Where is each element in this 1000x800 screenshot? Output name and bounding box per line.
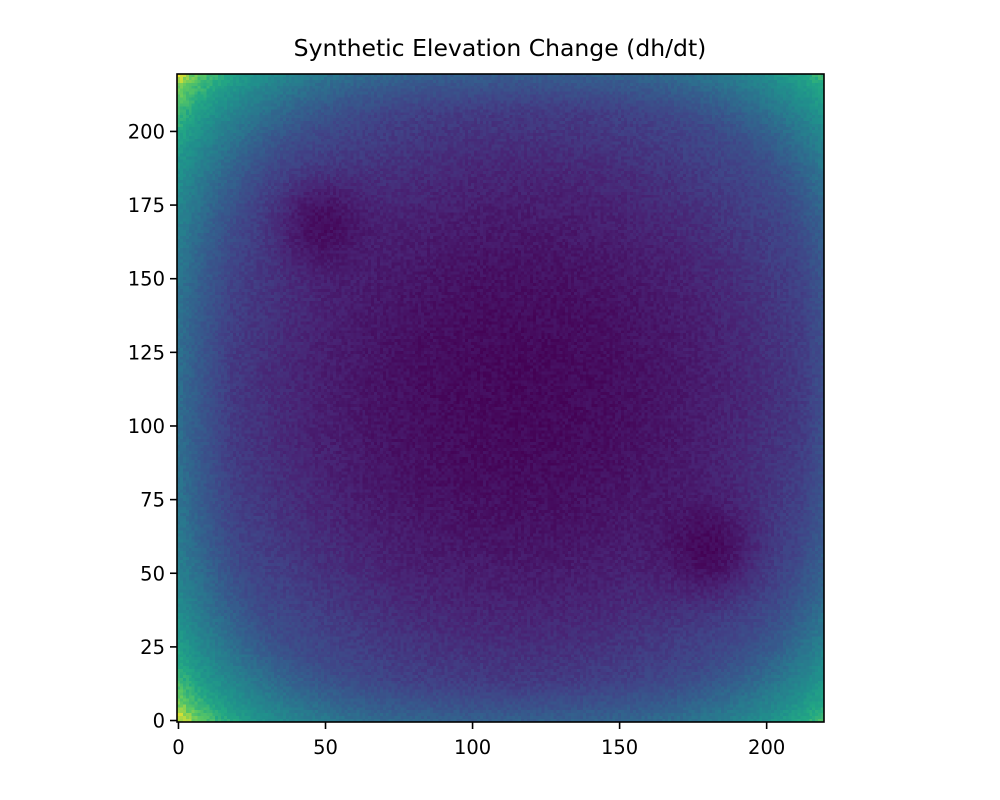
- y-tick-label: 150: [128, 268, 165, 291]
- heatmap-image: [177, 74, 824, 722]
- y-tick-label: 0: [153, 710, 165, 733]
- y-tick-label: 100: [128, 415, 165, 438]
- x-tick-label: 200: [748, 736, 785, 759]
- y-tick-label: 25: [140, 636, 165, 659]
- x-tick-label: 100: [454, 736, 491, 759]
- y-tick-label: 75: [140, 489, 165, 512]
- x-axis: 0 50 100 150 200: [172, 722, 785, 759]
- y-axis: 0 25 50 75 100 125 150 175 200: [128, 120, 177, 733]
- x-tick-label: 0: [172, 736, 184, 759]
- plot-frame: [176, 73, 825, 723]
- y-tick-label: 200: [128, 120, 165, 143]
- chart-title: Synthetic Elevation Change (dh/dt): [294, 34, 707, 62]
- x-tick-label: 50: [313, 736, 338, 759]
- x-tick-label: 150: [601, 736, 638, 759]
- y-tick-label: 175: [128, 194, 165, 217]
- y-tick-label: 125: [128, 341, 165, 364]
- y-tick-label: 50: [140, 562, 165, 585]
